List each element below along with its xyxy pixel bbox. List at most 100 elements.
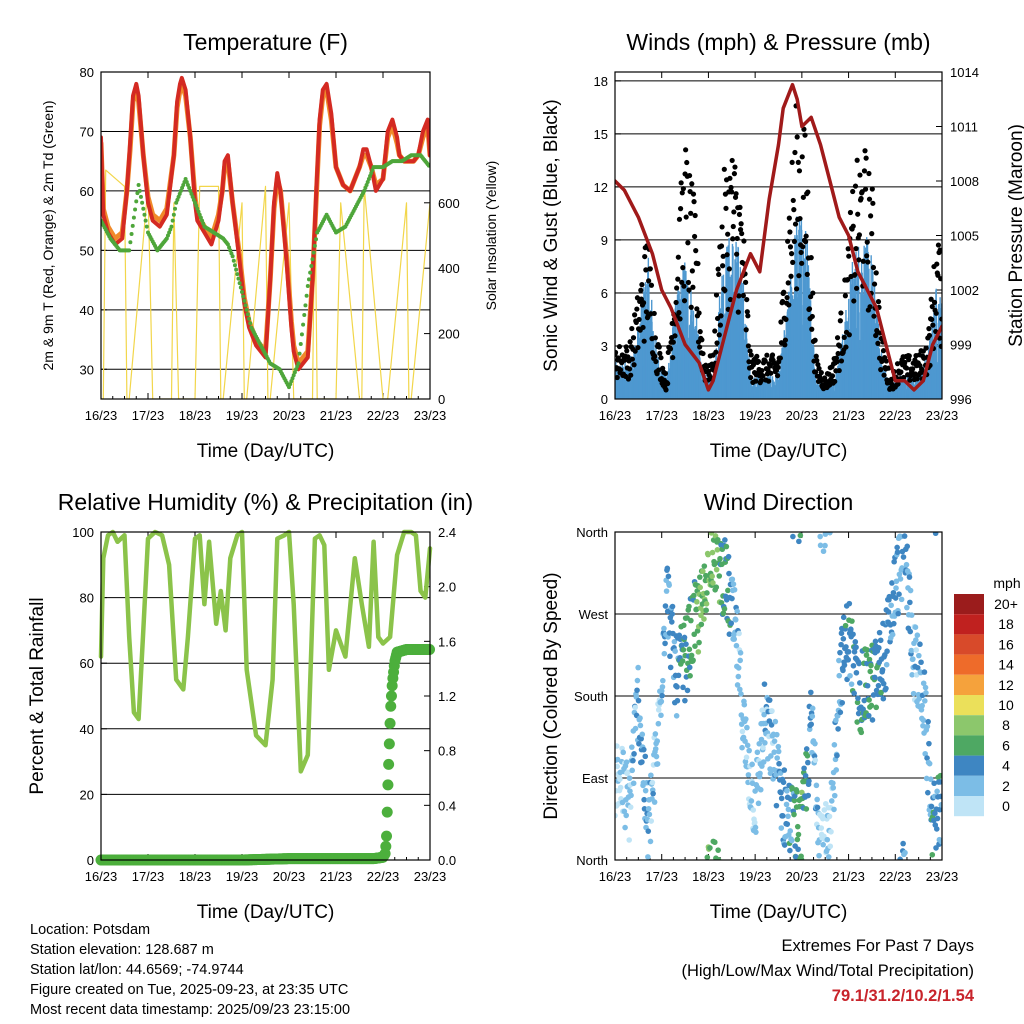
direction-point <box>626 837 633 843</box>
gust-point <box>808 255 814 261</box>
direction-point <box>840 614 847 621</box>
gust-point <box>718 313 724 319</box>
dewpoint-point <box>241 294 246 299</box>
direction-point <box>904 543 911 550</box>
direction-point <box>856 680 863 686</box>
gust-point <box>881 372 887 378</box>
direction-point <box>834 752 840 759</box>
gust-point <box>856 232 863 238</box>
gust-point <box>894 361 901 367</box>
direction-point <box>783 801 790 808</box>
dewpoint-point <box>237 281 242 286</box>
x-tick-label: 18/23 <box>179 408 212 423</box>
gust-point <box>676 310 682 316</box>
direction-point <box>669 619 675 625</box>
dewpoint-point <box>142 212 147 217</box>
direction-point <box>775 743 782 750</box>
direction-point <box>696 639 702 646</box>
y2-tick-label: 1011 <box>950 120 978 135</box>
x-tick-label: 23/23 <box>926 408 959 423</box>
gust-point <box>642 253 648 260</box>
y-tick-label: East <box>582 771 608 786</box>
direction-point <box>828 798 835 804</box>
gust-point <box>731 171 738 177</box>
gust-point <box>939 316 942 322</box>
direction-point <box>767 770 774 777</box>
direction-point <box>776 760 782 767</box>
direction-point <box>910 656 916 662</box>
gust-point <box>802 132 808 138</box>
gust-point <box>714 340 720 346</box>
direction-point <box>808 721 814 728</box>
gust-point <box>885 365 892 371</box>
precip-point <box>385 700 397 712</box>
direction-point <box>893 585 899 591</box>
gust-point <box>632 348 638 354</box>
gust-point <box>934 261 940 267</box>
direction-point <box>797 532 804 539</box>
gust-point <box>809 326 815 332</box>
direction-point <box>841 662 848 668</box>
direction-point <box>836 672 843 679</box>
y-tick-label: 18 <box>594 74 608 89</box>
chart-panel-4: Wind Direction Time (Day/UTC) Direction (C… <box>541 489 1021 923</box>
y2-tick-label: 0.8 <box>438 744 456 759</box>
gust-point <box>791 238 797 245</box>
gust-point <box>640 324 646 331</box>
direction-point <box>833 767 840 773</box>
direction-point <box>741 701 748 708</box>
y-tick-label: 60 <box>80 656 94 671</box>
y2-tick-label: 996 <box>950 392 972 407</box>
direction-point <box>735 673 742 680</box>
y-axis-label: Percent & Total Rainfall <box>27 597 48 794</box>
direction-point <box>884 648 890 655</box>
gust-point <box>786 215 792 221</box>
gust-point <box>929 304 935 310</box>
gust-point <box>935 242 942 248</box>
direction-point <box>877 637 884 644</box>
precip-point <box>381 830 393 842</box>
gust-point <box>716 332 722 338</box>
direction-point <box>805 792 812 799</box>
dewpoint-point <box>170 218 175 223</box>
direction-point <box>641 796 647 803</box>
dewpoint-point <box>248 321 253 326</box>
gust-point <box>728 184 734 191</box>
direction-point <box>936 806 942 813</box>
gust-point <box>720 263 726 269</box>
direction-point <box>742 758 749 765</box>
gust-point <box>615 355 621 361</box>
direction-point <box>908 612 915 618</box>
x-tick-label: 19/23 <box>226 869 259 884</box>
gust-point <box>875 299 882 305</box>
gust-point <box>695 260 701 267</box>
gust-point <box>798 249 804 256</box>
direction-point <box>628 792 634 799</box>
gust-point <box>835 350 841 357</box>
direction-point <box>739 728 746 735</box>
y-tick-label: 80 <box>80 591 94 606</box>
gust-point <box>624 348 630 354</box>
direction-point <box>784 821 791 827</box>
gust-point <box>615 349 619 356</box>
direction-point <box>889 580 895 586</box>
direction-point <box>914 632 921 638</box>
direction-point <box>822 532 829 537</box>
direction-point <box>753 829 759 835</box>
dewpoint-point <box>306 277 311 282</box>
gust-point <box>832 378 838 385</box>
gust-point <box>718 243 725 249</box>
direction-point <box>681 634 688 641</box>
direction-point <box>662 603 669 609</box>
gust-point <box>907 377 913 383</box>
gust-point <box>784 294 790 301</box>
direction-point <box>924 723 931 730</box>
gust-point <box>689 268 695 274</box>
direction-point <box>652 731 659 737</box>
direction-point <box>880 695 887 702</box>
direction-point <box>737 650 744 656</box>
direction-point <box>821 807 828 813</box>
y-tick-label: 80 <box>80 65 94 80</box>
direction-point <box>926 760 933 767</box>
gust-point <box>638 287 644 293</box>
